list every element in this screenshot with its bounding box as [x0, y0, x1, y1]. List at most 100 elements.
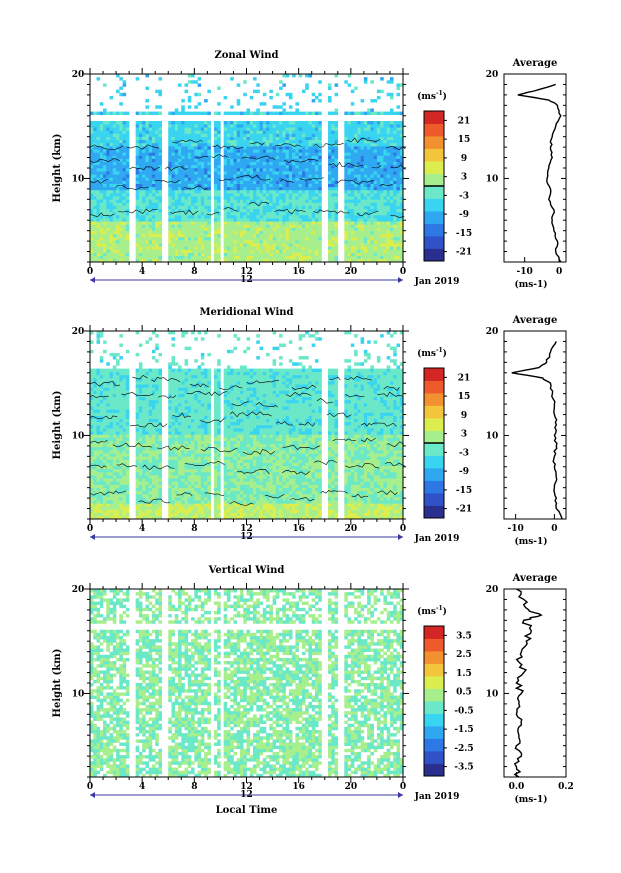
heatmap-cell — [178, 211, 182, 216]
heatmap-cell — [363, 258, 368, 263]
heatmap-cell — [298, 146, 303, 150]
heatmap-cell — [373, 177, 378, 181]
heatmap-cell — [90, 146, 94, 150]
heatmap-cell — [246, 152, 251, 156]
heatmap-cell — [253, 243, 257, 247]
heatmap-cell — [178, 249, 182, 253]
heatmap-cell — [93, 450, 97, 454]
heatmap-cell — [292, 255, 296, 260]
heatmap-cell — [380, 208, 384, 213]
heatmap-cell — [347, 168, 352, 172]
heatmap-cell — [93, 465, 97, 470]
heatmap-cell — [96, 337, 101, 341]
heatmap-cell — [370, 255, 374, 260]
heatmap-cell — [331, 158, 335, 163]
heatmap-cell — [135, 180, 140, 184]
heatmap-cell — [376, 252, 381, 257]
heatmap-cell — [357, 177, 361, 181]
heatmap-cell — [373, 180, 378, 184]
heatmap-cell — [275, 255, 280, 260]
heatmap-cell — [99, 399, 104, 404]
heatmap-cell — [145, 149, 149, 153]
heatmap-cell — [187, 230, 192, 235]
heatmap-cell — [116, 221, 120, 225]
heatmap-cell — [96, 431, 101, 435]
heatmap-cell — [328, 171, 332, 175]
heatmap-cell — [367, 243, 371, 247]
heatmap-cell — [93, 399, 97, 404]
heatmap-cell — [347, 130, 352, 134]
heatmap-cell — [204, 171, 208, 175]
heatmap-cell — [389, 177, 394, 181]
heatmap-cell — [191, 202, 195, 206]
heatmap-cell — [135, 368, 140, 373]
heatmap-cell — [347, 74, 352, 78]
heatmap-cell — [230, 121, 234, 125]
heatmap-cell — [96, 415, 101, 420]
heatmap-cell — [301, 186, 306, 191]
heatmap-cell — [109, 139, 114, 144]
heatmap-cell — [207, 224, 211, 228]
heatmap-cell — [90, 406, 94, 410]
heatmap-cell — [112, 503, 117, 507]
heatmap-cell — [393, 180, 397, 184]
heatmap-cell — [112, 121, 117, 125]
heatmap-cell — [350, 149, 355, 153]
heatmap-cell — [90, 515, 94, 520]
heatmap-cell — [109, 406, 114, 410]
heatmap-cell — [103, 205, 107, 210]
heatmap-cell — [90, 136, 94, 141]
heatmap-cell — [360, 155, 365, 159]
heatmap-cell — [328, 83, 332, 87]
heatmap-cell — [158, 177, 163, 181]
heatmap-cell — [256, 186, 260, 191]
heatmap-cell — [259, 196, 264, 200]
heatmap-cell — [266, 211, 270, 216]
heatmap-cell — [181, 121, 185, 125]
heatmap-cell — [334, 161, 339, 166]
heatmap-cell — [96, 368, 101, 373]
heatmap-cell — [230, 174, 234, 178]
heatmap-cell — [243, 252, 247, 257]
heatmap-cell — [383, 230, 387, 235]
heatmap-cell — [243, 180, 247, 184]
heatmap-cell — [145, 121, 149, 125]
heatmap-cell — [174, 133, 179, 137]
heatmap-cell — [328, 249, 332, 253]
heatmap-cell — [217, 202, 221, 206]
heatmap-cell — [178, 136, 182, 141]
heatmap-cell — [357, 149, 361, 153]
heatmap-cell — [112, 425, 117, 429]
heatmap-cell — [360, 121, 365, 125]
heatmap-cell — [106, 515, 110, 520]
heatmap-cell — [145, 252, 149, 257]
heatmap-cell — [249, 189, 254, 194]
heatmap-cell — [90, 158, 94, 163]
heatmap-cell — [187, 177, 192, 181]
heatmap-cell — [367, 130, 371, 134]
heatmap-cell — [354, 236, 358, 241]
heatmap-cell — [200, 124, 205, 128]
heatmap-cell — [292, 164, 296, 169]
heatmap-cell — [103, 249, 107, 253]
heatmap-cell — [93, 456, 97, 460]
heatmap-cell — [226, 199, 231, 203]
heatmap-cell — [122, 246, 127, 250]
x-tick-label: 0 — [87, 267, 93, 277]
heatmap-cell — [103, 431, 107, 435]
heatmap-cell — [399, 202, 404, 206]
heatmap-cell — [357, 240, 361, 244]
heatmap-cell — [109, 236, 114, 241]
heatmap-cell — [207, 139, 211, 144]
heatmap-cell — [207, 158, 211, 163]
heatmap-cell — [116, 371, 120, 376]
heatmap-cell — [360, 211, 365, 216]
heatmap-cell — [93, 371, 97, 376]
heatmap-cell — [112, 136, 117, 141]
heatmap-cell — [158, 199, 163, 203]
heatmap-cell — [311, 136, 316, 141]
heatmap-cell — [226, 142, 231, 147]
heatmap-cell — [112, 493, 117, 498]
heatmap-cell — [360, 202, 365, 206]
heatmap-cell — [106, 512, 110, 517]
